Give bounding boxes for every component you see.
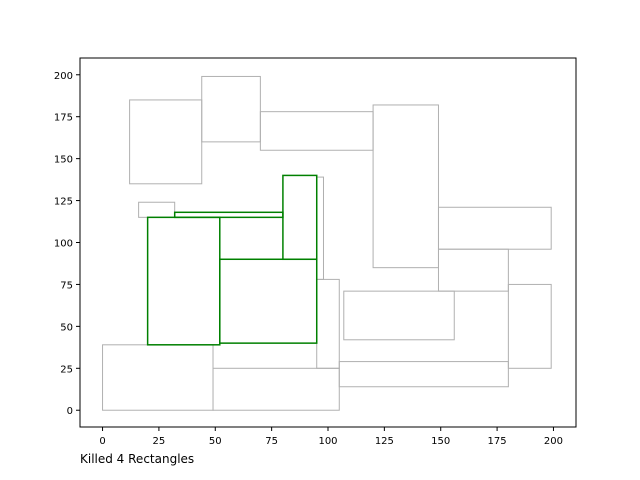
gray-rectangle-4 <box>338 361 509 388</box>
x-tick-label: 0 <box>99 436 105 447</box>
y-tick-label: 175 <box>54 113 73 124</box>
gray-rectangle-8 <box>437 206 552 250</box>
y-tick-label: 150 <box>54 155 73 166</box>
y-tick-label: 125 <box>54 197 73 208</box>
green-rectangle-2 <box>219 258 318 344</box>
plot-frame <box>79 57 577 428</box>
gray-rectangle-6 <box>507 283 552 369</box>
x-axis-ticks: 0 25 50 75 100 125 150 175 200 <box>99 427 563 447</box>
green-rectangle-3 <box>282 174 318 261</box>
gray-rectangles <box>102 75 552 411</box>
gray-rectangle-11 <box>201 75 261 143</box>
green-rectangle-1 <box>146 216 221 346</box>
y-tick-label: 200 <box>54 71 73 82</box>
caption: Killed 4 Rectangles <box>80 452 195 466</box>
x-tick-label: 125 <box>375 436 394 447</box>
y-axis-ticks: 0 25 50 75 100 125 150 175 200 <box>54 71 80 417</box>
gray-rectangle-3 <box>316 278 340 369</box>
gray-rectangle-2 <box>212 367 340 411</box>
green-rectangles <box>146 174 318 346</box>
x-tick-label: 100 <box>318 436 337 447</box>
gray-rectangle-1 <box>102 344 214 411</box>
x-tick-label: 25 <box>153 436 166 447</box>
y-tick-label: 100 <box>54 239 73 250</box>
x-tick-label: 50 <box>209 436 222 447</box>
y-tick-label: 75 <box>60 280 73 291</box>
x-tick-label: 200 <box>544 436 563 447</box>
gray-rectangle-12 <box>129 99 203 185</box>
x-tick-label: 150 <box>431 436 450 447</box>
green-rectangle-4 <box>173 211 284 219</box>
gray-rectangle-14 <box>316 176 324 280</box>
gray-rectangle-5 <box>343 290 455 341</box>
gray-rectangle-10 <box>259 111 374 151</box>
y-tick-label: 0 <box>67 406 73 417</box>
x-tick-label: 175 <box>488 436 507 447</box>
y-tick-label: 50 <box>60 322 73 333</box>
y-tick-label: 25 <box>60 364 73 375</box>
gray-rectangle-9 <box>372 104 439 269</box>
gray-rectangle-13 <box>138 201 176 218</box>
gray-rectangle-7 <box>437 248 509 292</box>
x-tick-label: 75 <box>265 436 278 447</box>
